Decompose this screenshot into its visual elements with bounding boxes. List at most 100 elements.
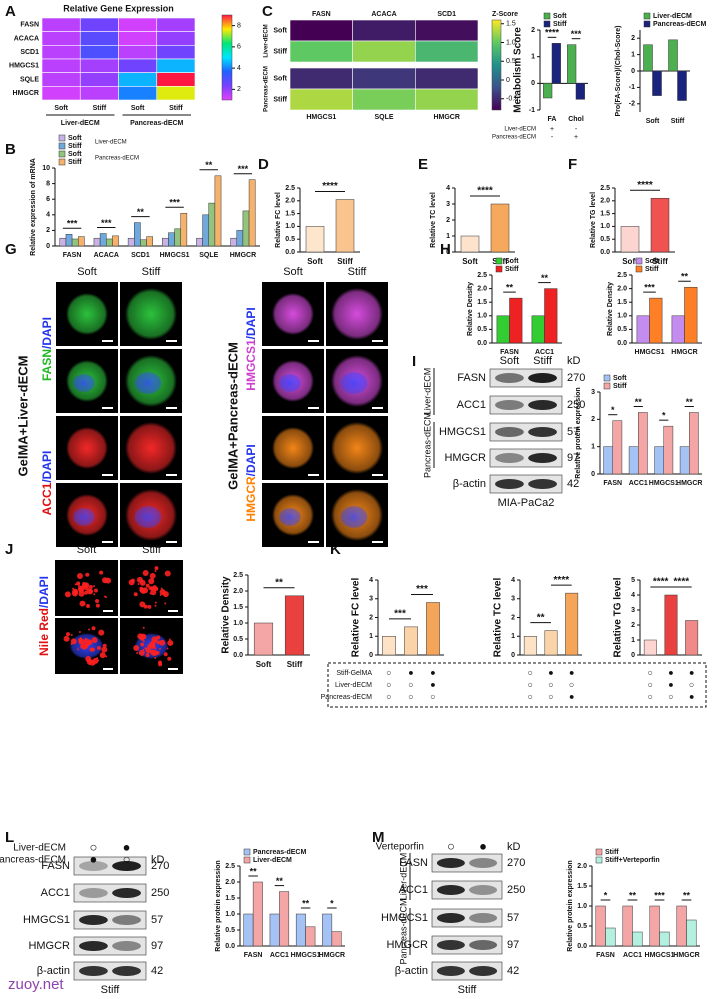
cell: [66, 293, 108, 335]
legend-swatch: [643, 12, 651, 20]
blot-band: [495, 427, 524, 437]
lipid-droplet: [70, 634, 73, 637]
lipid-droplet: [166, 647, 169, 650]
x-tick-label: SQLE: [199, 252, 218, 259]
nucleus: [133, 371, 163, 395]
protein-label: HMGCS1: [439, 426, 486, 438]
legend-swatch: [495, 265, 503, 273]
column-label: Stiff: [169, 105, 183, 112]
legend-label: Stiff: [605, 849, 619, 856]
blot-band: [469, 940, 498, 950]
lipid-droplet: [105, 596, 108, 599]
significance: **: [537, 612, 545, 623]
x-tick-label: FA: [548, 116, 557, 123]
heatmap-cell: [156, 31, 196, 46]
column-label: FASN: [312, 11, 331, 18]
bar: [242, 210, 250, 247]
y-tick-label: 2: [531, 27, 535, 34]
bar: [112, 235, 119, 247]
cell: [331, 422, 383, 474]
nucleus: [339, 505, 369, 529]
bar: [230, 237, 238, 247]
legend-label: Liver-dECM: [653, 13, 692, 20]
bar: [676, 905, 687, 947]
lipid-droplet: [133, 645, 140, 652]
blot-band: [528, 479, 557, 489]
lipid-droplet: [87, 588, 94, 595]
column-label: Stiff: [142, 544, 162, 556]
stain-dapi: /DAPI: [37, 576, 51, 608]
bar: [575, 83, 585, 100]
lipid-droplet: [156, 635, 161, 640]
bar: [677, 70, 687, 101]
significance: ****: [545, 28, 560, 38]
legend-label: Liver-dECM: [253, 857, 292, 864]
lipid-droplet: [158, 662, 163, 667]
bar: [638, 412, 648, 475]
y-axis-label: Relative Density: [221, 576, 232, 654]
column-label: Soft: [131, 105, 145, 112]
weight-label: 42: [567, 478, 579, 490]
bar: [146, 236, 153, 247]
legend-label: Stiff+Verteporfin: [605, 857, 660, 864]
watermark: zuoy.net: [8, 976, 64, 993]
condition-label: Liver-dECM: [13, 843, 66, 854]
condition-mark: ○: [548, 679, 553, 689]
y-axis-label: Relative TC level: [430, 192, 437, 248]
bar: [689, 412, 699, 475]
y-tick-label: 2: [46, 227, 50, 234]
protein-label: ACC1: [457, 399, 486, 411]
weight-label: 42: [507, 965, 519, 977]
y-tick-label: 0.0: [617, 340, 627, 347]
y-tick-label: 2.5: [285, 185, 295, 192]
y-tick-label: 0.5: [225, 927, 235, 934]
bar: [106, 238, 113, 247]
y-tick-label: 0: [591, 471, 595, 478]
condition-mark: ●: [548, 667, 553, 677]
stain-dapi: /DAPI: [40, 451, 54, 483]
legend-swatch: [58, 134, 66, 142]
lipid-droplet: [145, 647, 152, 654]
x-tick-label: HMGCS1: [635, 349, 665, 356]
heatmap-cell: [352, 67, 416, 90]
y-tick-label: 0.5: [577, 923, 587, 930]
y-tick-label: 4: [46, 212, 50, 219]
blot-band: [495, 400, 524, 410]
column-label: Stiff: [93, 105, 107, 112]
condition-mark: ○: [386, 679, 391, 689]
bar: [685, 620, 699, 656]
y-tick-label: 1: [446, 233, 450, 240]
significance: *: [330, 898, 334, 908]
condition-mark: +: [574, 134, 578, 141]
bar: [214, 175, 222, 247]
y-tick-label: 3: [369, 596, 373, 603]
x-tick-label: Stiff: [287, 660, 303, 669]
x-tick-label: HMGCS1: [291, 952, 321, 959]
blot-footer: Stiff: [101, 984, 121, 996]
bar: [671, 315, 685, 344]
weight-label: 270: [151, 860, 169, 872]
weight-label: 57: [507, 912, 519, 924]
lipid-droplet: [168, 638, 171, 641]
bar: [686, 919, 697, 947]
lipid-droplet: [137, 582, 140, 585]
bar: [174, 228, 181, 247]
lipid-droplet: [95, 603, 100, 608]
x-tick-label: Soft: [256, 660, 272, 669]
stain-dapi: /DAPI: [244, 307, 258, 339]
panel-label: J: [5, 541, 13, 558]
heatmap-cell: [289, 40, 353, 63]
bar: [551, 43, 561, 84]
lipid-droplet: [151, 586, 156, 591]
y-tick-label: 1.0: [233, 620, 243, 627]
row-label: HMGCR: [13, 90, 39, 97]
significance: **: [275, 577, 283, 588]
cell: [331, 288, 383, 340]
protein-label: HMGCS1: [23, 914, 70, 926]
y-tick-label: 0.0: [233, 652, 243, 659]
blot-band: [528, 453, 557, 463]
stain-label: HMGCS1/DAPI: [244, 307, 258, 390]
lipid-droplet: [137, 633, 144, 640]
heatmap-cell: [41, 17, 81, 32]
